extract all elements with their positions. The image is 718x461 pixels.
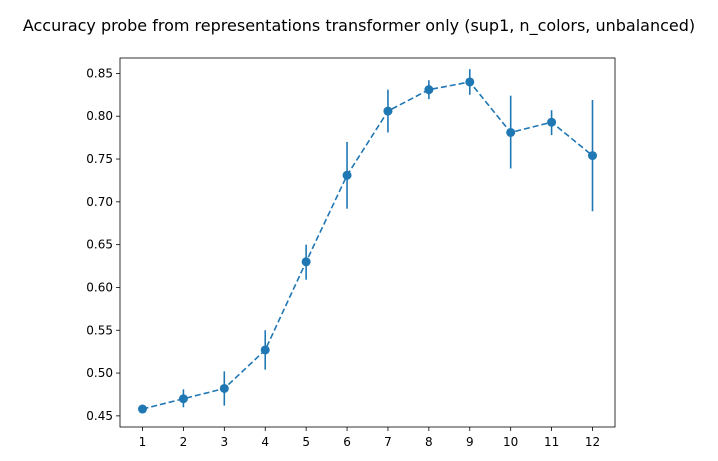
x-tick-label: 9 [466, 435, 474, 449]
y-tick-label: 0.85 [86, 66, 113, 80]
x-tick-label: 12 [585, 435, 600, 449]
data-point [383, 106, 393, 116]
x-tick-label: 2 [180, 435, 188, 449]
plot-frame [119, 57, 616, 428]
y-tick-label: 0.70 [86, 195, 113, 209]
x-tick-label: 11 [544, 435, 559, 449]
x-tick-label: 1 [139, 435, 147, 449]
x-tick-label: 4 [261, 435, 269, 449]
y-tick-label: 0.50 [86, 366, 113, 380]
series-line [142, 81, 594, 410]
x-tick-label: 10 [503, 435, 518, 449]
y-tick-label: 0.60 [86, 280, 113, 294]
y-tick-label: 0.55 [86, 323, 113, 337]
y-tick-label: 0.75 [86, 152, 113, 166]
data-point [219, 383, 229, 393]
y-tick-label: 0.45 [86, 409, 113, 423]
x-axis: 1 2 3 4 5 6 7 8 9 10 11 12 [139, 427, 600, 449]
data-point [547, 117, 557, 127]
y-tick-label: 0.80 [86, 109, 113, 123]
data-point [260, 345, 270, 355]
x-tick-label: 3 [220, 435, 228, 449]
x-tick-label: 7 [384, 435, 392, 449]
x-tick-label: 5 [302, 435, 310, 449]
y-axis: 0.45 0.50 0.55 0.60 0.65 0.70 0.75 0.80 0.85 [86, 66, 120, 423]
error-bars [141, 69, 594, 411]
x-tick-label: 8 [425, 435, 433, 449]
data-point [138, 404, 147, 414]
data-point [424, 85, 434, 95]
chart-title: Accuracy probe from representations tran… [23, 16, 695, 36]
data-point [301, 257, 311, 267]
y-tick-label: 0.65 [86, 238, 113, 252]
data-point [588, 151, 597, 161]
data-point [506, 127, 516, 137]
data-point [178, 394, 188, 404]
x-tick-label: 6 [343, 435, 351, 449]
data-points [138, 77, 597, 414]
data-point [465, 77, 475, 87]
data-point [342, 170, 352, 180]
